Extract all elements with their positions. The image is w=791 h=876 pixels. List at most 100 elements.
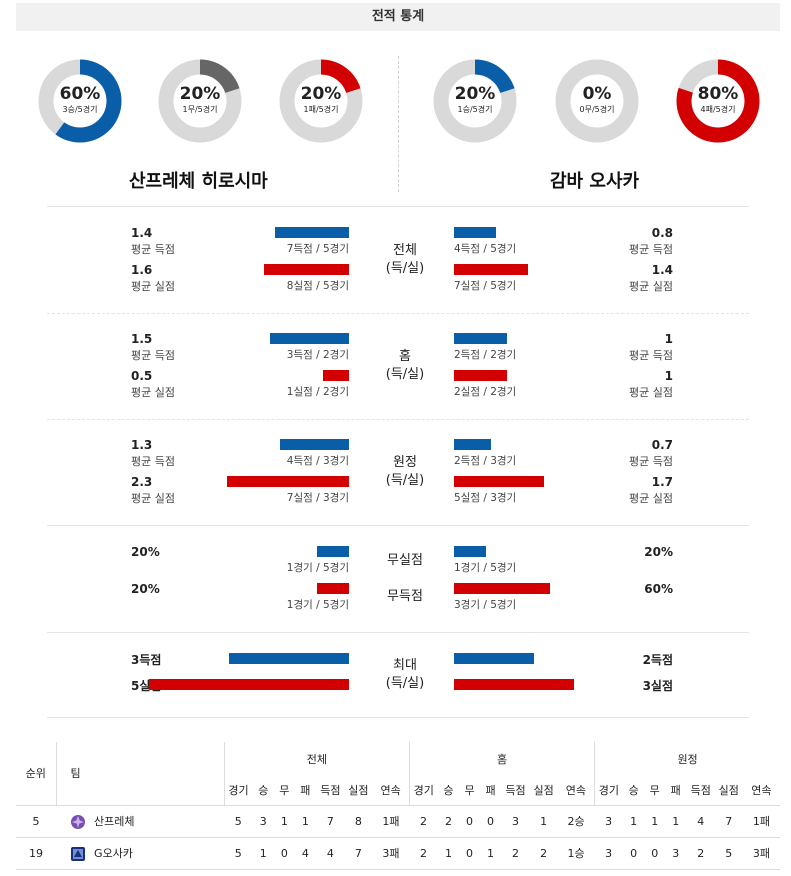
col-streak: 연속 xyxy=(742,775,780,806)
col-games: 경기 xyxy=(594,775,623,806)
home-draw-donut: 20% 1무/5경기 xyxy=(157,58,243,144)
col-losses: 패 xyxy=(479,775,502,806)
away-conceded-bar xyxy=(454,264,529,275)
away-avg-scored: 0.8 xyxy=(651,226,673,240)
clean-sheet-label: 무실점 xyxy=(387,553,423,568)
no-score-label: 무득점 xyxy=(387,589,423,604)
team-cell[interactable]: 산프레체 xyxy=(56,805,225,838)
away-max-conceded: 3실점 xyxy=(642,679,673,693)
cell: 1 xyxy=(437,837,460,870)
home-team-name: 산프레체 히로시마 xyxy=(129,171,268,192)
home-scored-bar xyxy=(280,439,349,450)
donut-percent: 20% xyxy=(454,84,496,104)
section-label-line2: (득/실) xyxy=(385,261,425,276)
away-avg-conceded-label: 평균 실점 xyxy=(629,280,673,293)
col-games: 경기 xyxy=(223,775,253,806)
home-scored-caption: 4득점 / 3경기 xyxy=(286,455,349,467)
cell: 7 xyxy=(344,837,373,870)
away-conceded-caption: 7실점 / 5경기 xyxy=(454,280,517,292)
away-avg-conceded: 1 xyxy=(664,369,673,383)
home-avg-conceded: 1.6 xyxy=(131,263,153,277)
cell: 4 xyxy=(316,837,345,870)
cell: 3 xyxy=(594,837,623,870)
donut-percent: 20% xyxy=(179,84,221,104)
home-conceded-caption: 7실점 / 3경기 xyxy=(286,492,349,504)
cell: 2 xyxy=(437,805,460,838)
col-losses: 패 xyxy=(294,775,317,806)
home-loss-donut: 20% 1패/5경기 xyxy=(278,58,364,144)
home-avg-scored: 1.4 xyxy=(131,226,153,240)
cell: 4 xyxy=(294,837,317,870)
donut-ring xyxy=(279,59,363,143)
home-scored-caption: 3득점 / 2경기 xyxy=(286,349,349,361)
donut-percent: 0% xyxy=(582,84,612,104)
cell: 1 xyxy=(664,805,687,838)
away-conceded-bar xyxy=(454,476,545,487)
cell: 5 xyxy=(224,805,253,838)
section-label-line2: (득/실) xyxy=(385,367,425,382)
away-avg-conceded-label: 평균 실점 xyxy=(629,386,673,399)
away-avg-scored-label: 평균 득점 xyxy=(629,243,673,256)
rank-header: 순위 xyxy=(16,742,57,806)
col-wins: 승 xyxy=(622,775,645,806)
away-no-score-bar xyxy=(454,583,550,594)
rank-cell: 19 xyxy=(16,837,57,870)
cell: 3 xyxy=(501,805,530,838)
cell: 5 xyxy=(224,837,253,870)
away-avg-scored-label: 평균 득점 xyxy=(629,455,673,468)
sanfrecce-emblem-icon xyxy=(70,814,86,830)
away-draw-donut: 0% 0무/5경기 xyxy=(554,58,640,144)
home-no-score-bar xyxy=(317,583,349,594)
home-no-score-caption: 1경기 / 5경기 xyxy=(286,599,349,611)
donut-ring xyxy=(555,59,639,143)
section-divider xyxy=(47,313,749,314)
cell: 3 xyxy=(252,805,275,838)
cell: 0 xyxy=(644,837,665,870)
cell: 3패 xyxy=(742,837,780,870)
donut-percent: 20% xyxy=(300,84,342,104)
cell: 5 xyxy=(714,837,743,870)
cell: 0 xyxy=(459,837,480,870)
home-win-donut: 60% 3승/5경기 xyxy=(37,58,123,144)
home-conceded-caption: 8실점 / 5경기 xyxy=(286,280,349,292)
donut-ring xyxy=(433,59,517,143)
cell: 7 xyxy=(714,805,743,838)
section-label-away: 원정 (득/실) xyxy=(365,454,445,490)
away-win-donut: 20% 1승/5경기 xyxy=(432,58,518,144)
home-conceded-bar xyxy=(227,476,349,487)
home-conceded-caption: 1실점 / 2경기 xyxy=(286,386,349,398)
cell: 8 xyxy=(344,805,373,838)
away-max-scored-bar xyxy=(454,653,534,664)
home-scored-bar xyxy=(269,333,349,344)
home-avg-scored: 1.5 xyxy=(131,332,153,346)
donut-percent: 80% xyxy=(697,84,739,104)
donut-caption: 1패/5경기 xyxy=(303,105,339,114)
home-max-scored: 3득점 xyxy=(131,653,162,667)
cell: 0 xyxy=(274,837,295,870)
cell: 1 xyxy=(529,805,558,838)
section-label-line1: 전체 xyxy=(393,243,417,258)
away-conceded-bar xyxy=(454,370,507,381)
home-conceded-bar xyxy=(264,264,349,275)
home-avg-scored: 1.3 xyxy=(131,438,153,452)
team-divider xyxy=(398,56,399,192)
cell: 0 xyxy=(459,805,480,838)
away-team-name: 감바 오사카 xyxy=(550,171,640,192)
cell: 2 xyxy=(686,837,715,870)
cell: 1패 xyxy=(742,805,780,838)
section-divider xyxy=(47,419,749,420)
team-name: G오사카 xyxy=(94,846,133,860)
donut-caption: 4패/5경기 xyxy=(700,105,736,114)
team-cell[interactable]: G오사카 xyxy=(56,837,225,870)
cell: 1 xyxy=(479,837,502,870)
section-label-overall: 전체 (득/실) xyxy=(365,242,445,278)
team-name: 산프레체 xyxy=(94,814,135,828)
home-max-scored-bar xyxy=(229,653,349,664)
away-clean-sheet-pct: 20% xyxy=(644,545,673,559)
standings-table: 순위 팀 전체 홈 원정 경기 승 무 패 득점 실점 연속 경기 승 무 패 득점 실점 연속 경기 승… xyxy=(16,742,780,870)
section-label-line2: (득/실) xyxy=(385,473,425,488)
section-label-max: 최대 (득/실) xyxy=(365,657,445,693)
cell: 1 xyxy=(622,805,645,838)
col-draws: 무 xyxy=(459,775,480,806)
cell: 2 xyxy=(529,837,558,870)
